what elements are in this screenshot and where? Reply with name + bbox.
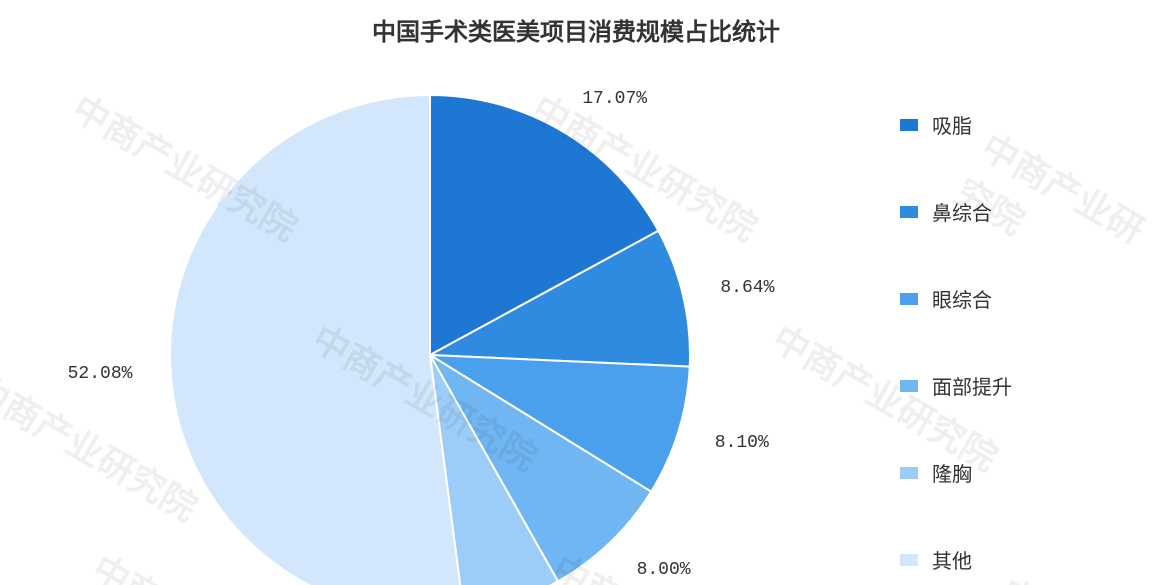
pie-chart: [168, 93, 692, 585]
slice-label-5: 52.08%: [68, 364, 133, 384]
legend: 吸脂鼻综合眼综合面部提升隆胸其他: [900, 110, 1012, 574]
legend-item-4: 隆胸: [900, 458, 1012, 487]
legend-label-4: 隆胸: [932, 458, 972, 487]
chart-title: 中国手术类医美项目消费规模占比统计: [0, 12, 1152, 47]
legend-item-0: 吸脂: [900, 110, 1012, 139]
legend-swatch-4: [900, 467, 918, 479]
legend-label-5: 其他: [932, 545, 972, 574]
chart-stage: 中国手术类医美项目消费规模占比统计 吸脂鼻综合眼综合面部提升隆胸其他 中商产业研…: [0, 0, 1152, 585]
pie-slice-5: [170, 95, 464, 585]
legend-item-2: 眼综合: [900, 284, 1012, 313]
legend-label-0: 吸脂: [932, 110, 972, 139]
legend-swatch-5: [900, 554, 918, 566]
slice-label-0: 17.07%: [582, 89, 647, 109]
legend-label-1: 鼻综合: [932, 197, 992, 226]
legend-swatch-0: [900, 119, 918, 131]
legend-label-2: 眼综合: [932, 284, 992, 313]
legend-item-1: 鼻综合: [900, 197, 1012, 226]
legend-item-5: 其他: [900, 545, 1012, 574]
slice-label-1: 8.64%: [720, 278, 774, 298]
legend-item-3: 面部提升: [900, 371, 1012, 400]
slice-label-2: 8.10%: [715, 433, 769, 453]
legend-label-3: 面部提升: [932, 371, 1012, 400]
slice-label-3: 8.00%: [637, 560, 691, 580]
legend-swatch-2: [900, 293, 918, 305]
legend-swatch-1: [900, 206, 918, 218]
legend-swatch-3: [900, 380, 918, 392]
